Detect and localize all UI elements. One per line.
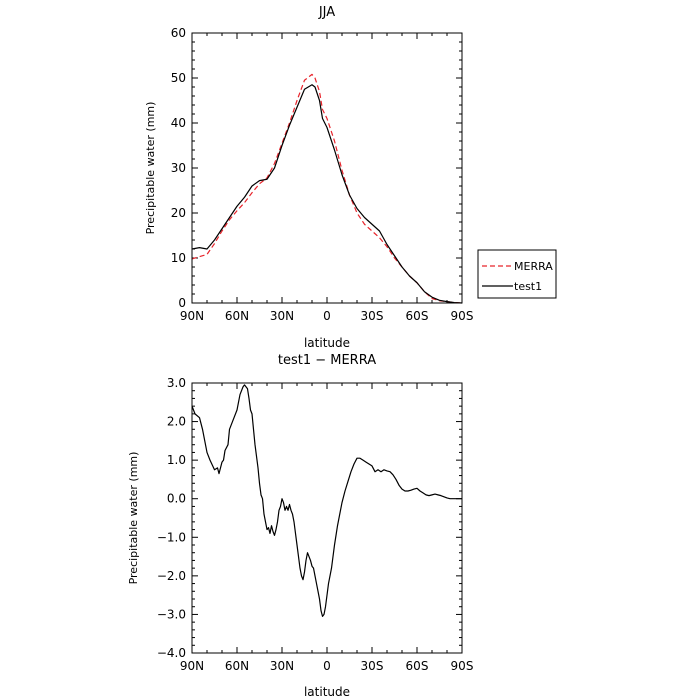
chart-bottom: test1 − MERRA Precipitable water (mm) la… <box>127 353 473 699</box>
chart-bottom-ytick-label: 0.0 <box>167 492 186 506</box>
legend-box <box>477 249 557 299</box>
legend-label-merra: MERRA <box>514 260 553 273</box>
chart-bottom-title: test1 − MERRA <box>278 353 376 368</box>
chart-bottom-ytick-label: −1.0 <box>157 530 186 544</box>
legend: MERRA test1 <box>477 249 557 299</box>
chart-top-xtick-label: 30S <box>361 309 384 323</box>
chart-bottom-xtick-label: 30N <box>270 659 294 673</box>
chart-top-ytick-label: 0 <box>178 296 186 310</box>
chart-bottom-ytick-label: −3.0 <box>157 607 186 621</box>
chart-bottom-ytick-label: −2.0 <box>157 569 186 583</box>
chart-bottom-xtick-label: 90N <box>180 659 204 673</box>
chart-top-title: JJA <box>318 5 335 20</box>
chart-bottom-xtick-label: 60N <box>225 659 249 673</box>
chart-bottom-xlabel: latitude <box>304 685 350 699</box>
chart-bottom-ytick-label: −4.0 <box>157 646 186 660</box>
chart-top-ytick-label: 60 <box>171 26 186 40</box>
chart-top-ticks: 90N 60N 30N 0 30S 60S 90S 0 10 20 30 40 50 60 <box>171 26 474 323</box>
chart-bottom-frame <box>191 382 463 654</box>
chart-bottom-ytick-label: 2.0 <box>167 415 186 429</box>
chart-bottom-xtick-label: 0 <box>323 659 331 673</box>
chart-bottom-series-line0 <box>191 384 462 617</box>
chart-bottom-ticks: 90N 60N 30N 0 30S 60S 90S −4.0 −3.0 −2.0 −1.0 0.0 1.… <box>157 376 474 673</box>
chart-top-xtick-label: 60N <box>225 309 249 323</box>
chart-bottom-xtick-label: 90S <box>451 659 474 673</box>
chart-bottom-lines <box>191 384 462 617</box>
chart-top-series-merra <box>191 73 463 304</box>
chart-top-ytick-label: 30 <box>171 161 186 175</box>
chart-top-xtick-label: 90N <box>180 309 204 323</box>
chart-top-xtick-label: 90S <box>451 309 474 323</box>
chart-bottom-ytick-label: 3.0 <box>167 376 186 390</box>
chart-top-xtick-label: 60S <box>406 309 429 323</box>
chart-bottom-xtick-label: 30S <box>361 659 384 673</box>
legend-label-test1: test1 <box>514 280 542 293</box>
chart-top-xlabel: latitude <box>304 336 350 350</box>
chart-bottom-ytick-label: 1.0 <box>167 453 186 467</box>
chart-bottom-xtick-label: 60S <box>406 659 429 673</box>
chart-top-ytick-label: 40 <box>171 116 186 130</box>
chart-top-series-test1 <box>191 84 463 304</box>
chart-top-ylabel: Precipitable water (mm) <box>144 102 157 235</box>
chart-top-lines <box>191 73 463 304</box>
chart-top-frame <box>191 32 463 304</box>
chart-top-xtick-label: 0 <box>323 309 331 323</box>
chart-top-ytick-label: 10 <box>171 251 186 265</box>
chart-bottom-ylabel: Precipitable water (mm) <box>127 452 140 585</box>
chart-top-ytick-label: 20 <box>171 206 186 220</box>
chart-top-ytick-label: 50 <box>171 71 186 85</box>
chart-top-xtick-label: 30N <box>270 309 294 323</box>
chart-top: JJA Precipitable water (mm) latitude 90N… <box>144 5 473 350</box>
